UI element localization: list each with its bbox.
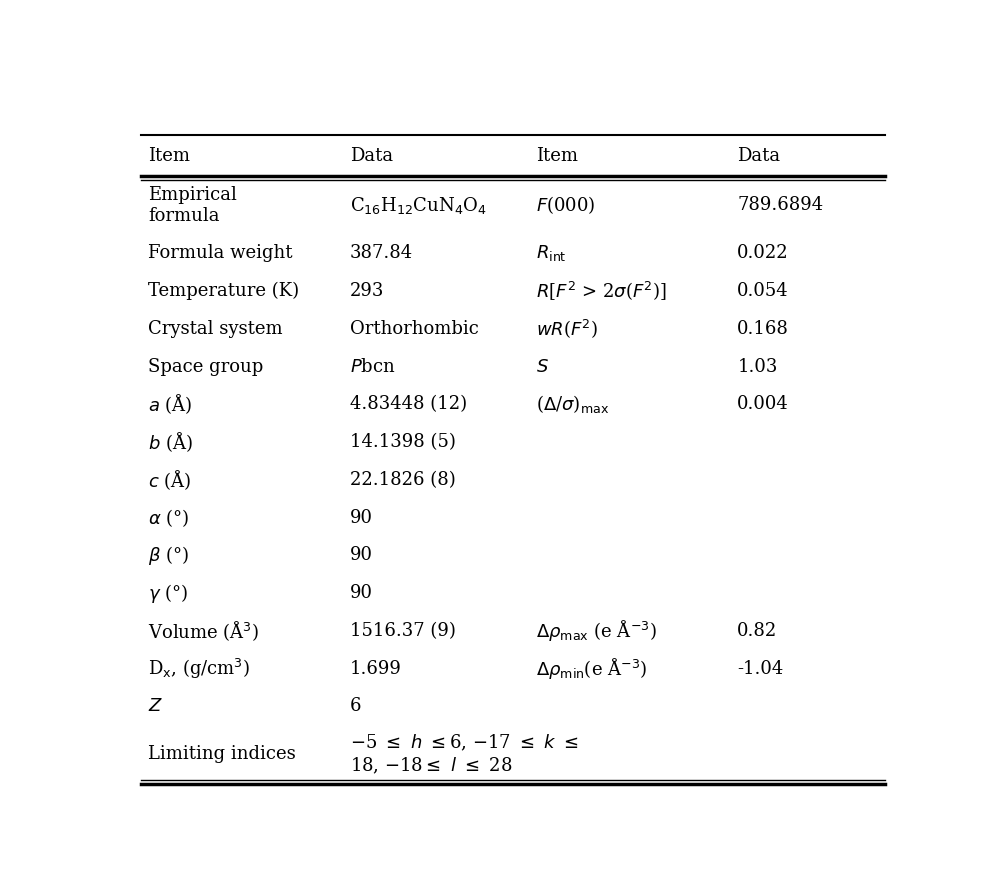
Text: 1.699: 1.699 (350, 659, 402, 677)
Text: Empirical
formula: Empirical formula (148, 186, 237, 225)
Text: $R_{\mathrm{int}}$: $R_{\mathrm{int}}$ (536, 244, 566, 263)
Text: 1.03: 1.03 (737, 358, 778, 375)
Text: $c$ (Å): $c$ (Å) (148, 468, 192, 492)
Text: $\alpha$ (°): $\alpha$ (°) (148, 507, 189, 529)
Text: Data: Data (737, 147, 780, 165)
Text: 0.82: 0.82 (737, 622, 778, 640)
Text: Limiting indices: Limiting indices (148, 745, 296, 763)
Text: $\Delta\rho_{\mathrm{min}}$(e Å$^{-3}$): $\Delta\rho_{\mathrm{min}}$(e Å$^{-3}$) (536, 656, 647, 681)
Text: 0.168: 0.168 (737, 320, 789, 338)
Text: 90: 90 (350, 547, 373, 564)
Text: Data: Data (350, 147, 393, 165)
Text: $a$ (Å): $a$ (Å) (148, 392, 193, 417)
Text: 90: 90 (350, 509, 373, 527)
Text: D$_{\mathrm{x}}$, (g/cm$^{3}$): D$_{\mathrm{x}}$, (g/cm$^{3}$) (148, 657, 250, 681)
Text: 6: 6 (350, 697, 361, 715)
Text: 4.83448 (12): 4.83448 (12) (350, 395, 467, 413)
Text: Volume (Å$^{3}$): Volume (Å$^{3}$) (148, 619, 259, 642)
Text: $wR$($F^{2}$): $wR$($F^{2}$) (536, 317, 598, 340)
Text: Item: Item (536, 147, 578, 165)
Text: $S$: $S$ (536, 358, 549, 375)
Text: 387.84: 387.84 (350, 245, 413, 263)
Text: $R$[$F^{2}$ > 2$\sigma$($F^{2}$)]: $R$[$F^{2}$ > 2$\sigma$($F^{2}$)] (536, 280, 666, 303)
Text: Space group: Space group (148, 358, 264, 375)
Text: -1.04: -1.04 (737, 659, 784, 677)
Text: $\gamma$ (°): $\gamma$ (°) (148, 582, 188, 605)
Text: Item: Item (148, 147, 190, 165)
Text: Temperature (K): Temperature (K) (148, 282, 299, 300)
Text: $\beta$ (°): $\beta$ (°) (148, 544, 189, 567)
Text: 0.022: 0.022 (737, 245, 789, 263)
Text: $P$bcn: $P$bcn (350, 358, 395, 375)
Text: 293: 293 (350, 282, 384, 300)
Text: 789.6894: 789.6894 (737, 196, 823, 214)
Text: $Z$: $Z$ (148, 697, 163, 715)
Text: 14.1398 (5): 14.1398 (5) (350, 434, 456, 452)
Text: 1516.37 (9): 1516.37 (9) (350, 622, 456, 640)
Text: 90: 90 (350, 584, 373, 602)
Text: $\Delta\rho$$_{\mathrm{max}}$ (e Å$^{-3}$): $\Delta\rho$$_{\mathrm{max}}$ (e Å$^{-3}… (536, 618, 657, 643)
Text: Crystal system: Crystal system (148, 320, 283, 338)
Text: $F$(000): $F$(000) (536, 194, 595, 216)
Text: 0.004: 0.004 (737, 395, 789, 413)
Text: $b$ (Å): $b$ (Å) (148, 430, 193, 454)
Text: Formula weight: Formula weight (148, 245, 293, 263)
Text: Orthorhombic: Orthorhombic (350, 320, 479, 338)
Text: ($\Delta$/$\sigma$)$_{\mathrm{max}}$: ($\Delta$/$\sigma$)$_{\mathrm{max}}$ (536, 393, 609, 416)
Text: 0.054: 0.054 (737, 282, 789, 300)
Text: 22.1826 (8): 22.1826 (8) (350, 471, 456, 489)
Text: $-$5 $\leq$ $h$ $\leq$6, $-$17 $\leq$ $k$ $\leq$
18, $-$18$\leq$ $l$ $\leq$ 28: $-$5 $\leq$ $h$ $\leq$6, $-$17 $\leq$ $k… (350, 733, 578, 776)
Text: C$_{16}$H$_{12}$CuN$_{4}$O$_{4}$: C$_{16}$H$_{12}$CuN$_{4}$O$_{4}$ (350, 195, 487, 216)
